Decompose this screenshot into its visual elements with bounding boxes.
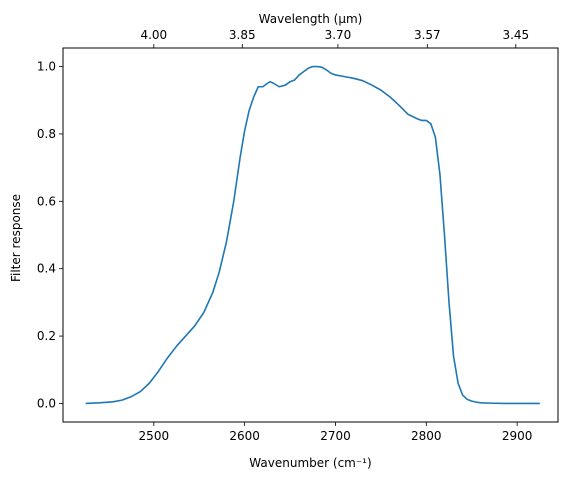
top-tick-label: 3.57	[414, 28, 441, 42]
top-axis-label: Wavelength (μm)	[259, 12, 363, 26]
y-axis-left: 0.0 0.2 0.4 0.6 0.8 1.0	[37, 60, 63, 410]
x-tick-label: 2700	[320, 429, 351, 443]
y-tick-label: 0.6	[37, 194, 56, 208]
y-tick-label: 0.2	[37, 329, 56, 343]
y-tick-label: 0.0	[37, 396, 56, 410]
x-axis-bottom: 2500 2600 2700 2800 2900	[139, 422, 533, 443]
series-line-0	[85, 65, 540, 405]
x-tick-label: 2600	[229, 429, 260, 443]
x-tick-label: 2900	[502, 429, 533, 443]
y-axis-label: Filter response	[9, 194, 23, 282]
x-tick-label: 2500	[139, 429, 170, 443]
plot-area	[85, 65, 540, 405]
top-tick-label: 3.85	[229, 28, 256, 42]
y-tick-label: 0.4	[37, 262, 56, 276]
top-tick-label: 4.00	[140, 28, 167, 42]
top-tick-label: 3.45	[502, 28, 529, 42]
y-tick-label: 0.8	[37, 127, 56, 141]
x-tick-label: 2800	[411, 429, 442, 443]
top-tick-label: 3.70	[325, 28, 352, 42]
y-tick-label: 1.0	[37, 60, 56, 74]
axes-frame	[62, 47, 559, 423]
x-axis-label: Wavenumber (cm⁻¹)	[249, 456, 371, 470]
x-axis-top: 4.00 3.85 3.70 3.57 3.45	[140, 28, 529, 48]
